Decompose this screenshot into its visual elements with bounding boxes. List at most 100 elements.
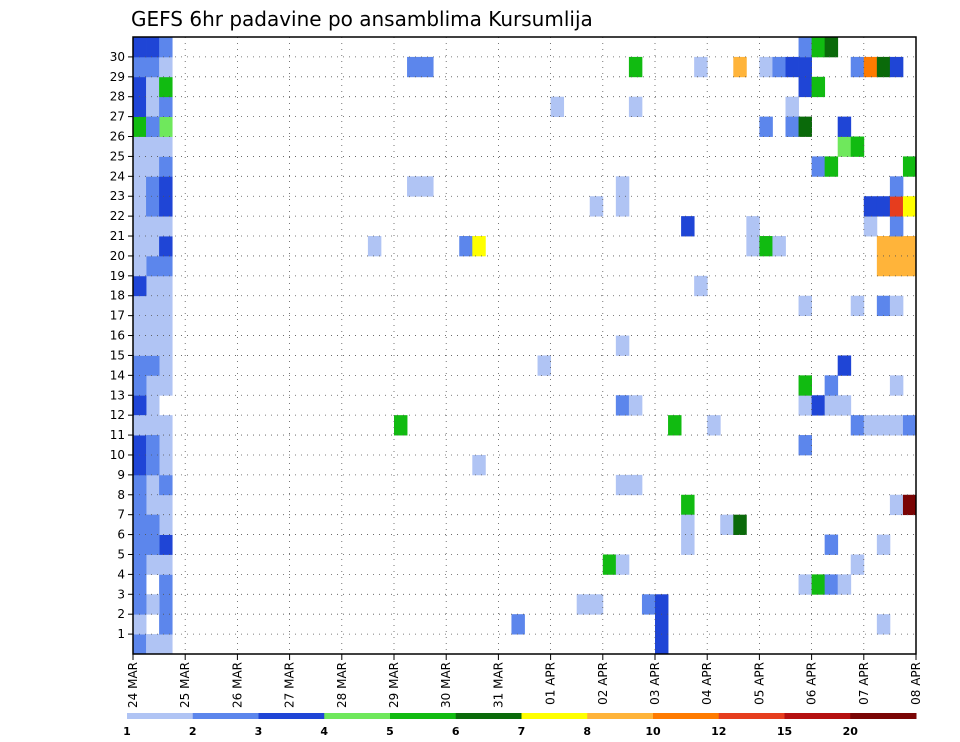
heatmap-cell (146, 236, 160, 257)
heatmap-cell (146, 37, 160, 58)
heatmap-cell (146, 76, 160, 98)
heatmap-cell (159, 37, 173, 58)
heatmap-cell (655, 634, 669, 655)
heatmap-cell (146, 96, 160, 118)
chart-title: GEFS 6hr padavine po ansamblima Kursumli… (131, 7, 593, 31)
heatmap-cell (681, 514, 695, 535)
heatmap-cell (146, 435, 160, 456)
heatmap-cell (850, 554, 865, 575)
heatmap-cell (889, 415, 904, 436)
heatmap-cell (876, 295, 891, 317)
heatmap-cell (133, 375, 147, 396)
y-tick-label: 8 (117, 488, 125, 502)
heatmap-cell (733, 514, 747, 535)
colorbar-segment (258, 713, 325, 719)
heatmap-cell (159, 474, 173, 496)
y-tick-label: 29 (110, 70, 125, 84)
heatmap-cell (146, 295, 160, 317)
y-tick-label: 2 (117, 607, 125, 621)
heatmap-cell (159, 335, 173, 356)
heatmap-cell (707, 415, 721, 436)
y-tick-label: 5 (117, 547, 125, 561)
heatmap-cell (133, 255, 147, 277)
heatmap-cell (889, 56, 904, 78)
y-tick-label: 24 (110, 169, 125, 183)
heatmap-cell (146, 116, 160, 137)
colorbar-segment (324, 713, 391, 719)
y-tick-label: 11 (110, 428, 125, 442)
heatmap-cell (628, 474, 643, 496)
heatmap-cell (863, 196, 878, 217)
colorbar: 1 2 3 4 5 6 7 8 10 12 15 20 (123, 713, 917, 738)
y-tick-label: 4 (117, 567, 125, 581)
y-tick-label: 1 (117, 627, 125, 641)
x-axis: 24 MAR 25 MAR 26 MAR 27 MAR 28 MAR 29 MAR 30 M… (126, 654, 923, 708)
heatmap-cell (889, 196, 904, 217)
y-tick-label: 9 (117, 468, 125, 482)
colorbar-segment (653, 713, 720, 719)
heatmap-cell (537, 355, 551, 376)
heatmap-cell (133, 156, 147, 177)
heatmap-cell (576, 594, 591, 615)
heatmap-cell (628, 96, 643, 118)
heatmap-cell (133, 454, 147, 476)
heatmap-cell (133, 494, 147, 516)
x-tick-label: 26 MAR (230, 662, 244, 708)
x-tick-label: 04 APR (700, 662, 714, 705)
heatmap-cell (759, 56, 773, 78)
heatmap-cell (159, 454, 173, 476)
heatmap-cell (159, 554, 173, 575)
heatmap-cell (837, 136, 852, 157)
colorbar-segment (192, 713, 259, 719)
heatmap-cell (811, 574, 826, 595)
heatmap-cell (511, 614, 525, 635)
heatmap-cell (133, 355, 147, 376)
heatmap-cell (889, 216, 904, 237)
heatmap-cell (146, 275, 160, 297)
x-tick-label: 02 APR (596, 662, 610, 705)
heatmap-cell (146, 494, 160, 516)
heatmap-cell (159, 236, 173, 257)
heatmap-cell (850, 136, 865, 157)
colorbar-segment (390, 713, 457, 719)
heatmap-cell (159, 534, 173, 555)
heatmap-cell (876, 56, 891, 78)
colorbar-segment (718, 713, 785, 719)
heatmap-cell (133, 435, 147, 456)
heatmap-cell (146, 594, 160, 615)
y-tick-label: 17 (110, 309, 125, 323)
heatmap-cell (472, 236, 486, 257)
heatmap-cell (159, 634, 173, 655)
y-tick-label: 30 (110, 50, 125, 64)
heatmap-cell (146, 196, 160, 217)
heatmap-cell (133, 415, 147, 436)
heatmap-cell (367, 236, 382, 257)
heatmap-cell (876, 196, 891, 217)
y-axis: 1234567891011121314151617181920212223242… (110, 50, 133, 641)
heatmap-cell (159, 355, 173, 376)
heatmap-cell (615, 474, 630, 496)
colorbar-segment (587, 713, 654, 719)
heatmap-cell (133, 37, 147, 58)
heatmap-cell (798, 574, 812, 595)
y-tick-label: 21 (110, 229, 125, 243)
x-tick-label: 27 MAR (283, 662, 297, 708)
heatmap-cell (863, 56, 878, 78)
colorbar-label: 3 (255, 725, 263, 738)
heatmap-cell (133, 176, 147, 197)
y-tick-label: 16 (110, 329, 125, 343)
heatmap-cell (720, 514, 734, 535)
heatmap-cell (628, 395, 643, 416)
heatmap-cell (876, 534, 891, 555)
y-tick-label: 19 (110, 269, 125, 283)
heatmap-cell (798, 76, 812, 98)
colorbar-label: 2 (189, 725, 197, 738)
heatmap-cell (146, 474, 160, 496)
colorbar-segment (127, 713, 194, 719)
heatmap-cell (772, 236, 786, 257)
x-tick-label: 30 MAR (439, 662, 453, 708)
heatmap-cell (811, 37, 826, 58)
y-tick-label: 10 (110, 448, 125, 462)
heatmap-cell (615, 196, 630, 217)
heatmap-cell (694, 275, 708, 297)
